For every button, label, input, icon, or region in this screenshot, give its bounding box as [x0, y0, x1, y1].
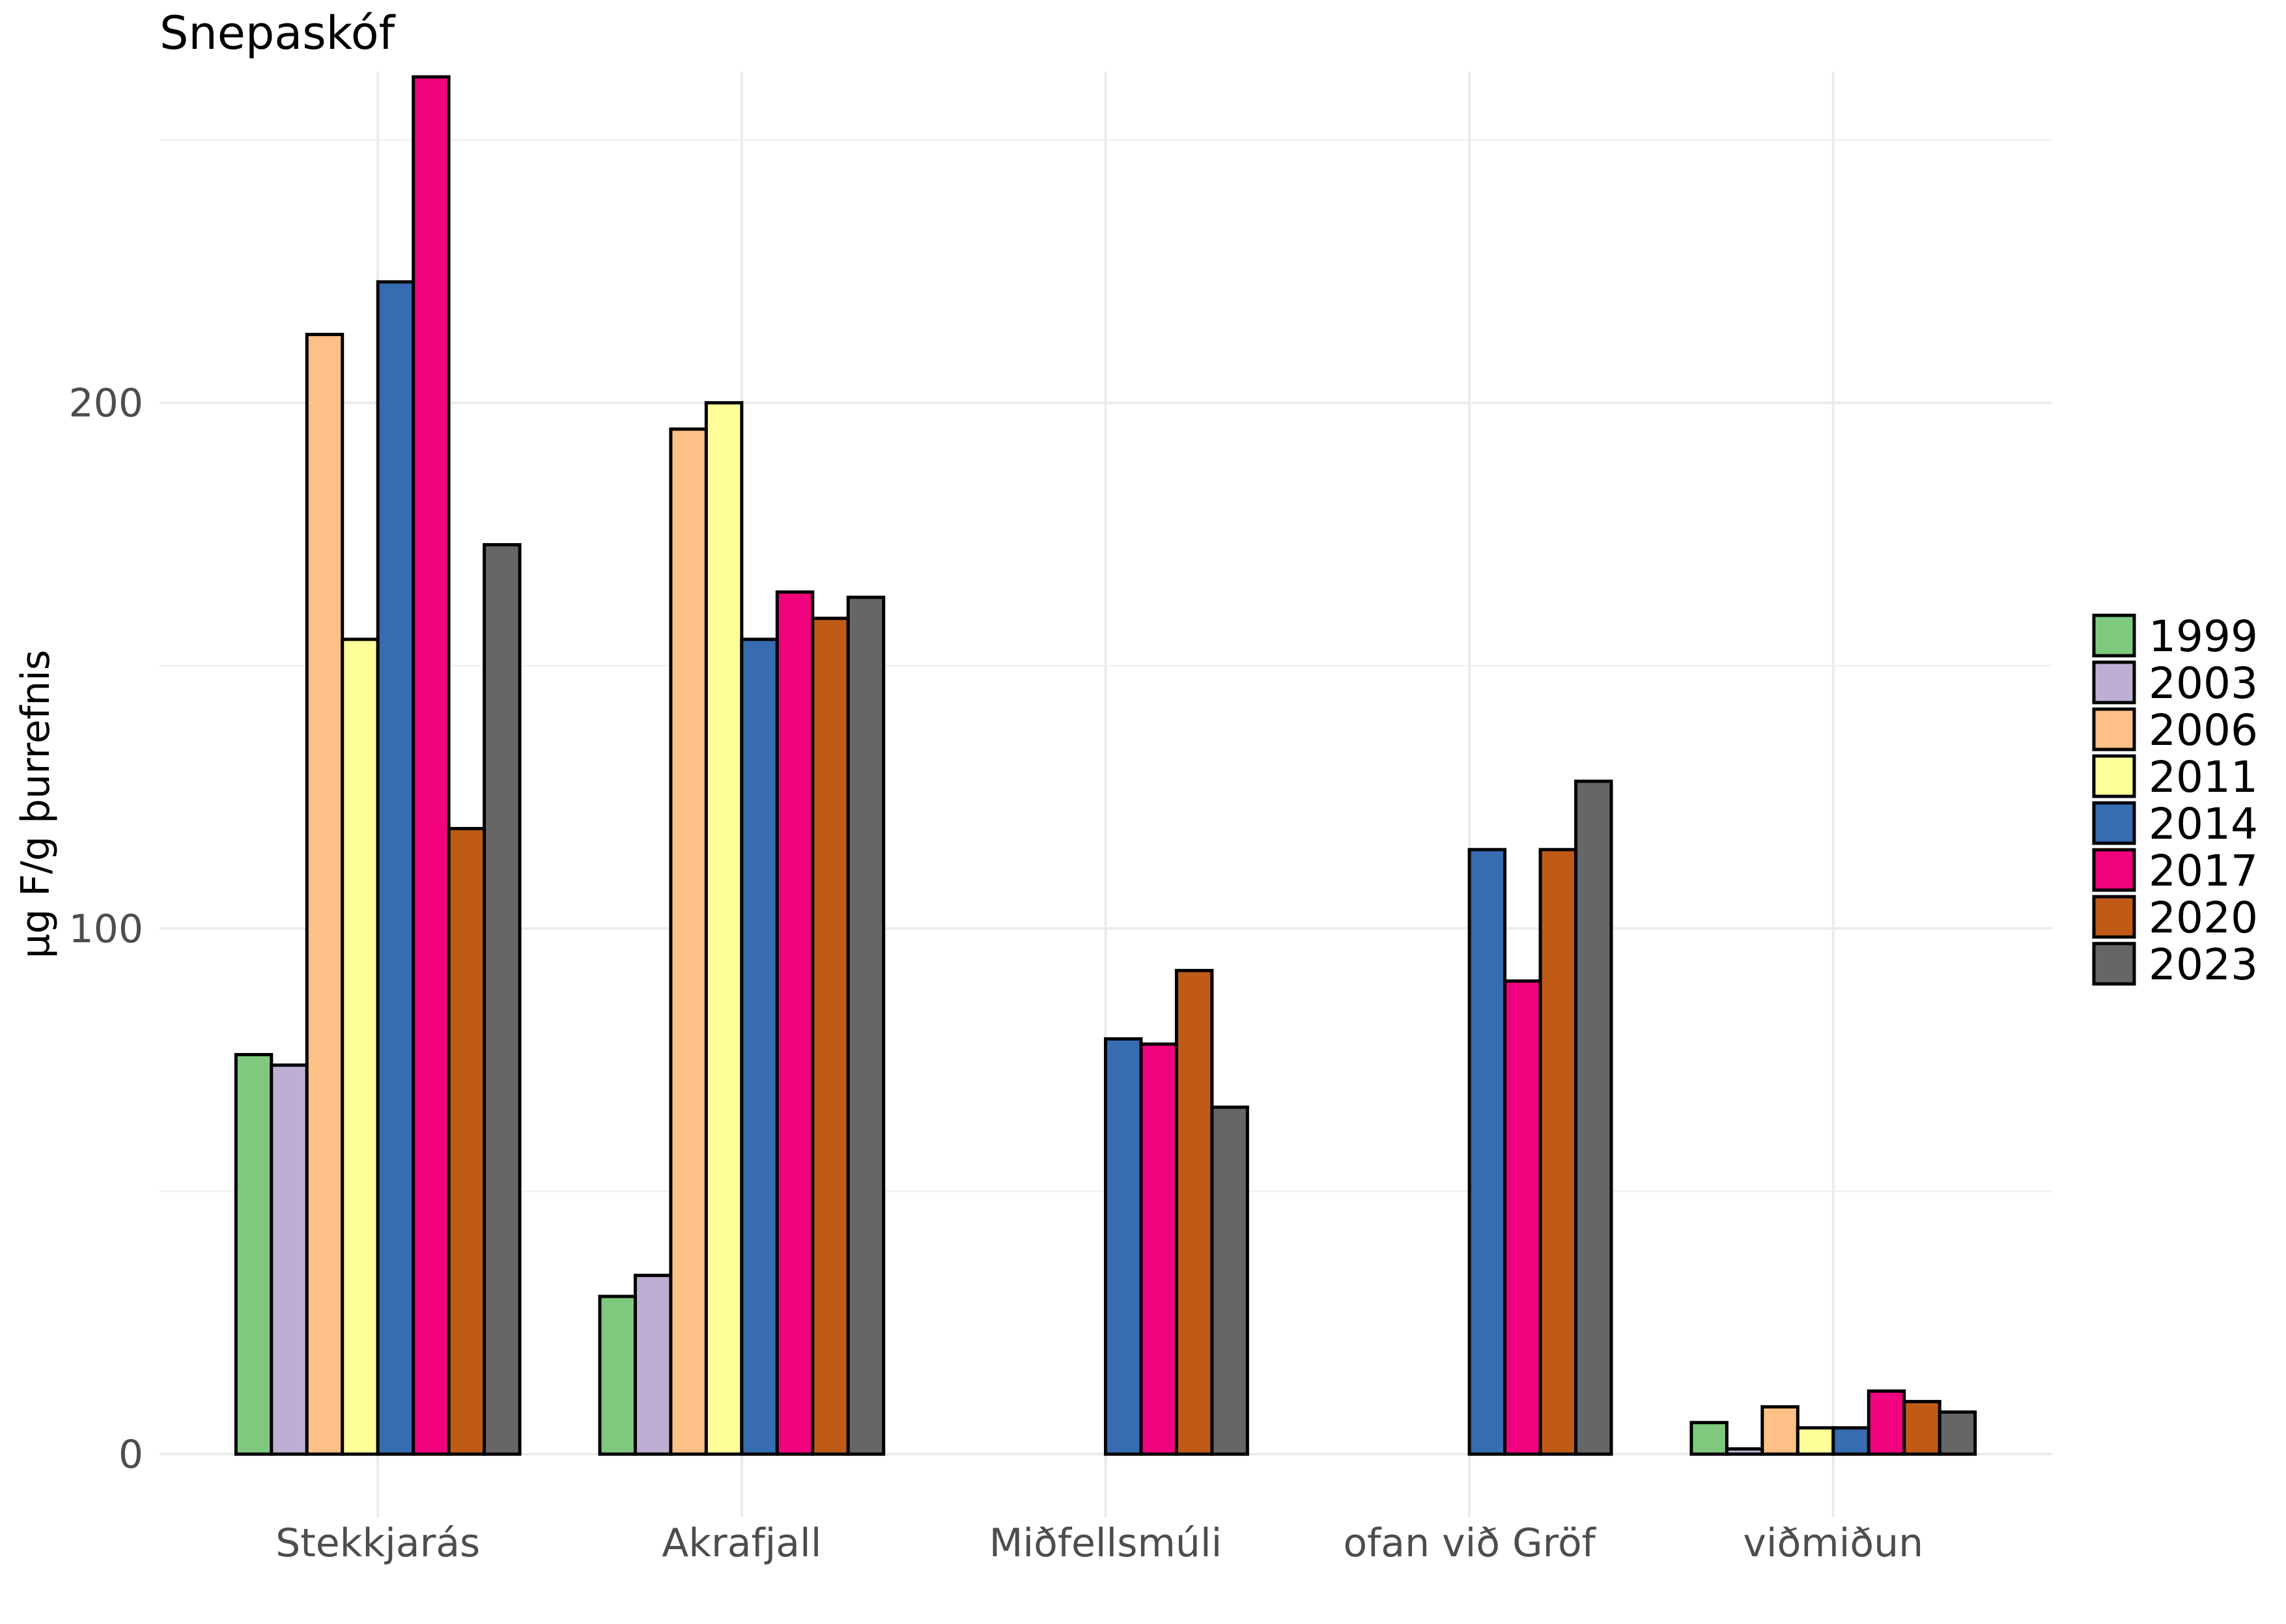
- legend-key-2014: [2092, 801, 2136, 845]
- bar-viðmiðun-2014: [1831, 1426, 1870, 1456]
- bar-miðfellsmúli-2017: [1139, 1042, 1178, 1456]
- bar-viðmiðun-2011: [1796, 1426, 1835, 1456]
- bar-viðmiðun-2017: [1867, 1389, 1906, 1456]
- bar-stekkjarás-2020: [447, 826, 487, 1456]
- bar-stekkjarás-2023: [483, 543, 522, 1456]
- bar-viðmiðun-2006: [1760, 1405, 1799, 1456]
- bar-stekkjarás-2006: [305, 333, 345, 1456]
- bar-akrafjall-2003: [633, 1274, 673, 1456]
- y-tick-label: 0: [119, 1432, 143, 1477]
- bar-akrafjall-2020: [811, 617, 850, 1456]
- x-tick-label: ofan við Gröf: [1343, 1520, 1596, 1566]
- legend-label: 2011: [2149, 752, 2258, 802]
- bar-stekkjarás-1999: [234, 1053, 274, 1456]
- bar-akrafjall-2023: [846, 595, 886, 1456]
- y-axis-label: µg F/g þurrefnis: [13, 650, 59, 959]
- legend-key-2006: [2092, 707, 2136, 751]
- bar-miðfellsmúli-2020: [1174, 968, 1214, 1456]
- legend-key-2017: [2092, 848, 2136, 892]
- legend-label: 2014: [2149, 799, 2258, 849]
- bar-ofan-við-gröf-2020: [1538, 848, 1578, 1456]
- x-axis-ticks: Stekkjarás Akrafjall Miðfellsmúli ofan við …: [275, 1520, 1923, 1566]
- legend-key-1999: [2092, 613, 2136, 658]
- bar-viðmiðun-2020: [1902, 1399, 1941, 1456]
- bar-akrafjall-2006: [669, 427, 708, 1456]
- bar-ofan-við-gröf-2014: [1467, 848, 1507, 1456]
- y-axis-ticks: 0 100 200: [68, 381, 143, 1478]
- bar-ofan-við-gröf-2017: [1503, 979, 1542, 1456]
- x-tick-label: Miðfellsmúli: [989, 1520, 1222, 1566]
- bar-akrafjall-1999: [598, 1295, 637, 1456]
- legend-label: 2017: [2149, 846, 2258, 896]
- bar-akrafjall-2017: [775, 590, 815, 1456]
- x-tick-label: Akrafjall: [662, 1520, 821, 1566]
- legend-label: 2020: [2149, 893, 2258, 943]
- y-tick-label: 100: [68, 906, 143, 952]
- bars: [234, 75, 1977, 1456]
- legend-label: 2023: [2149, 940, 2258, 990]
- chart-title: Snepaskóf: [160, 7, 396, 60]
- bar-viðmiðun-2023: [1938, 1410, 1977, 1456]
- bar-akrafjall-2014: [740, 637, 779, 1456]
- bar-akrafjall-2011: [704, 401, 744, 1456]
- legend-label: 1999: [2149, 611, 2258, 662]
- legend-key-2003: [2092, 660, 2136, 705]
- legend-key-2023: [2092, 942, 2136, 986]
- legend-key-2011: [2092, 754, 2136, 798]
- bar-stekkjarás-2003: [270, 1063, 309, 1456]
- bar-stekkjarás-2014: [376, 280, 416, 1456]
- bar-viðmiðun-2003: [1725, 1447, 1764, 1456]
- bar-ofan-við-gröf-2023: [1574, 779, 1613, 1456]
- x-tick-label: viðmiðun: [1743, 1520, 1923, 1566]
- y-tick-label: 200: [68, 381, 143, 427]
- legend-label: 2006: [2149, 705, 2258, 755]
- bar-viðmiðun-1999: [1689, 1421, 1729, 1456]
- x-tick-label: Stekkjarás: [275, 1520, 480, 1566]
- bar-miðfellsmúli-2023: [1210, 1105, 1249, 1456]
- legend-label: 2003: [2149, 658, 2258, 708]
- bar-stekkjarás-2017: [412, 75, 451, 1456]
- legend-key-2020: [2092, 895, 2136, 939]
- bar-stekkjarás-2011: [341, 637, 380, 1456]
- bar-miðfellsmúli-2014: [1104, 1037, 1143, 1456]
